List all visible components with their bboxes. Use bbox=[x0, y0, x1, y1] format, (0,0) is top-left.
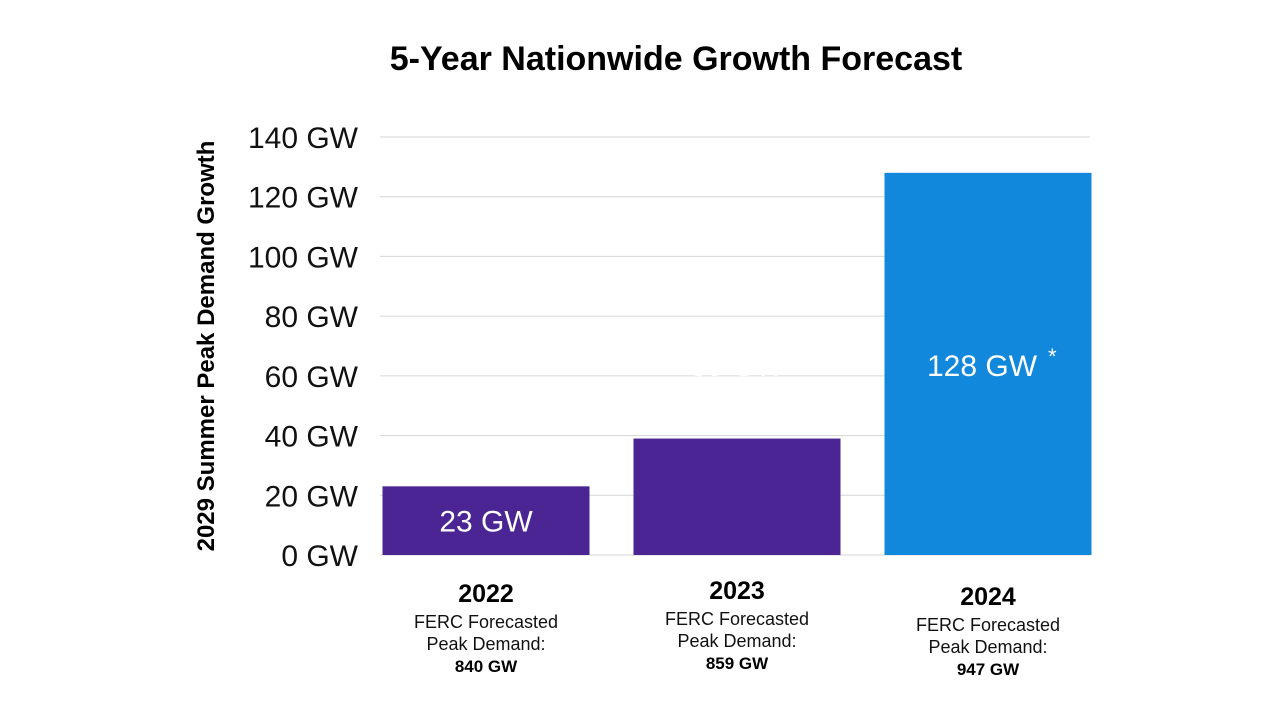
y-axis-ticks: 0 GW 20 GW 40 GW 60 GW 80 GW 100 GW 120 GW 140 … bbox=[248, 122, 359, 573]
y-tick-label: 120 GW bbox=[248, 182, 359, 215]
category-note-line2: Peak Demand: bbox=[928, 637, 1047, 657]
bar-2023 bbox=[633, 438, 841, 555]
category-note-peak-demand-value: 947 GW bbox=[957, 660, 1020, 679]
y-tick-label: 140 GW bbox=[248, 122, 359, 155]
category-note-peak-demand-value: 840 GW bbox=[455, 657, 518, 676]
bar-value-label-2022: 23 GW bbox=[439, 506, 533, 539]
bar-2022 bbox=[382, 486, 590, 555]
x-category-label-2022: 2022 bbox=[458, 580, 514, 608]
x-category-label-2023: 2023 bbox=[709, 577, 765, 605]
chart-title: 5-Year Nationwide Growth Forecast bbox=[390, 40, 962, 78]
bar-value-footnote-marker: * bbox=[1048, 344, 1057, 369]
bar-2024 bbox=[884, 172, 1092, 556]
y-axis-label: 2029 Summer Peak Demand Growth bbox=[193, 141, 220, 552]
category-note-line1: FERC Forecasted bbox=[916, 615, 1060, 635]
y-tick-label: 0 GW bbox=[281, 540, 358, 573]
category-note-line1: FERC Forecasted bbox=[665, 609, 809, 629]
x-category-label-2024: 2024 bbox=[960, 583, 1016, 611]
y-tick-label: 60 GW bbox=[265, 361, 359, 394]
y-tick-label: 100 GW bbox=[248, 241, 359, 274]
bar-value-labels: 23 GW 39 GW 128 GW * bbox=[439, 344, 1057, 539]
y-tick-label: 40 GW bbox=[265, 421, 359, 454]
category-note-peak-demand-value: 859 GW bbox=[706, 654, 769, 673]
y-tick-label: 20 GW bbox=[265, 480, 359, 513]
category-note-line2: Peak Demand: bbox=[677, 631, 796, 651]
bar-value-label-2024: 128 GW bbox=[927, 350, 1038, 383]
bar-value-label-2023: 39 GW bbox=[690, 350, 784, 383]
y-tick-label: 80 GW bbox=[265, 301, 359, 334]
bars bbox=[382, 172, 1092, 556]
category-note-line1: FERC Forecasted bbox=[414, 612, 558, 632]
category-note-line2: Peak Demand: bbox=[426, 634, 545, 654]
